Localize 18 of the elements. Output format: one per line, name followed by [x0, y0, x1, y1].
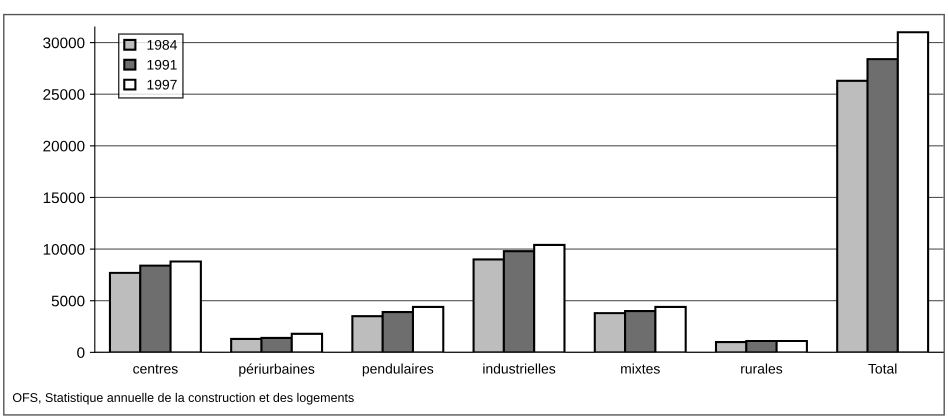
y-tick-label: 20000: [43, 140, 84, 152]
y-tick-label: 30000: [43, 37, 84, 48]
y-tick-label: 15000: [44, 192, 84, 204]
x-tick-label: industrielles: [483, 363, 556, 374]
y-tick-label: 0: [77, 347, 84, 358]
text: OFS, Statistique annuelle de la construction et des logements: [12, 392, 354, 404]
y-tick-label: 10000: [44, 244, 84, 255]
legend-label: 1991: [148, 60, 177, 70]
x-tick-label: centres: [133, 364, 178, 374]
x-tick-label: périurbaines: [239, 363, 314, 377]
x-tick-label: mixtes: [621, 363, 660, 374]
x-tick-label: rurales: [741, 363, 782, 374]
x-tick-label: pendulaires: [362, 363, 434, 376]
legend-label: 1984: [148, 40, 177, 50]
legend-label: 1997: [148, 80, 177, 90]
y-tick-label: 25000: [43, 89, 84, 100]
y-tick-label: 5000: [52, 296, 84, 306]
x-tick-label: Total: [868, 363, 896, 374]
